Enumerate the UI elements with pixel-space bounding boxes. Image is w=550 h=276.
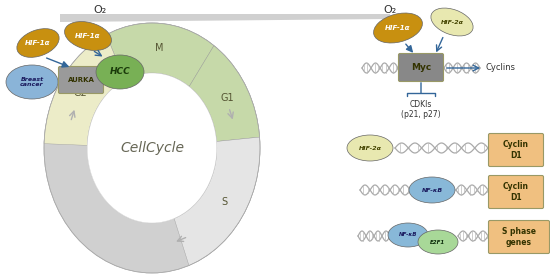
Ellipse shape bbox=[64, 22, 112, 51]
Text: NF-κB: NF-κB bbox=[421, 187, 443, 192]
Text: HIF-1α: HIF-1α bbox=[25, 40, 51, 46]
Ellipse shape bbox=[388, 223, 428, 247]
Text: CDKIs
(p21, p27): CDKIs (p21, p27) bbox=[401, 100, 441, 120]
Text: Breast
cancer: Breast cancer bbox=[20, 77, 44, 87]
Text: AURKA: AURKA bbox=[68, 77, 95, 83]
FancyBboxPatch shape bbox=[399, 54, 443, 81]
Text: HIF-1α: HIF-1α bbox=[75, 33, 101, 39]
Ellipse shape bbox=[87, 73, 217, 223]
Polygon shape bbox=[60, 14, 390, 22]
Text: G2: G2 bbox=[73, 88, 87, 98]
FancyBboxPatch shape bbox=[488, 221, 549, 253]
Ellipse shape bbox=[96, 55, 144, 89]
Text: HIF-1α: HIF-1α bbox=[386, 25, 411, 31]
Polygon shape bbox=[106, 23, 214, 87]
Text: HCC: HCC bbox=[109, 68, 130, 76]
Text: NF-κB: NF-κB bbox=[399, 232, 417, 238]
Text: G1: G1 bbox=[220, 93, 234, 103]
Ellipse shape bbox=[17, 29, 59, 57]
Ellipse shape bbox=[44, 23, 260, 273]
Polygon shape bbox=[189, 46, 260, 142]
Text: HIF-2α: HIF-2α bbox=[359, 145, 382, 150]
Text: Myc: Myc bbox=[411, 63, 431, 72]
Text: CellCycle: CellCycle bbox=[120, 141, 184, 155]
Ellipse shape bbox=[409, 177, 455, 203]
Text: HIF-2α: HIF-2α bbox=[441, 20, 464, 25]
Ellipse shape bbox=[6, 65, 58, 99]
Ellipse shape bbox=[418, 230, 458, 254]
Text: O₂: O₂ bbox=[94, 5, 107, 15]
Ellipse shape bbox=[347, 135, 393, 161]
Text: S: S bbox=[222, 197, 228, 207]
Text: S phase
genes: S phase genes bbox=[502, 227, 536, 247]
Polygon shape bbox=[174, 137, 260, 266]
Text: Cyclin
D1: Cyclin D1 bbox=[503, 182, 529, 202]
FancyBboxPatch shape bbox=[58, 67, 103, 94]
Ellipse shape bbox=[87, 73, 217, 223]
Text: Cyclin
D1: Cyclin D1 bbox=[503, 140, 529, 160]
Text: Cyclins: Cyclins bbox=[486, 63, 516, 73]
Text: E2F1: E2F1 bbox=[430, 240, 446, 245]
FancyBboxPatch shape bbox=[488, 176, 543, 208]
Text: O₂: O₂ bbox=[383, 5, 397, 15]
Text: M: M bbox=[155, 43, 164, 53]
FancyBboxPatch shape bbox=[488, 134, 543, 166]
Ellipse shape bbox=[431, 8, 473, 36]
Ellipse shape bbox=[373, 13, 422, 43]
Polygon shape bbox=[44, 35, 125, 145]
